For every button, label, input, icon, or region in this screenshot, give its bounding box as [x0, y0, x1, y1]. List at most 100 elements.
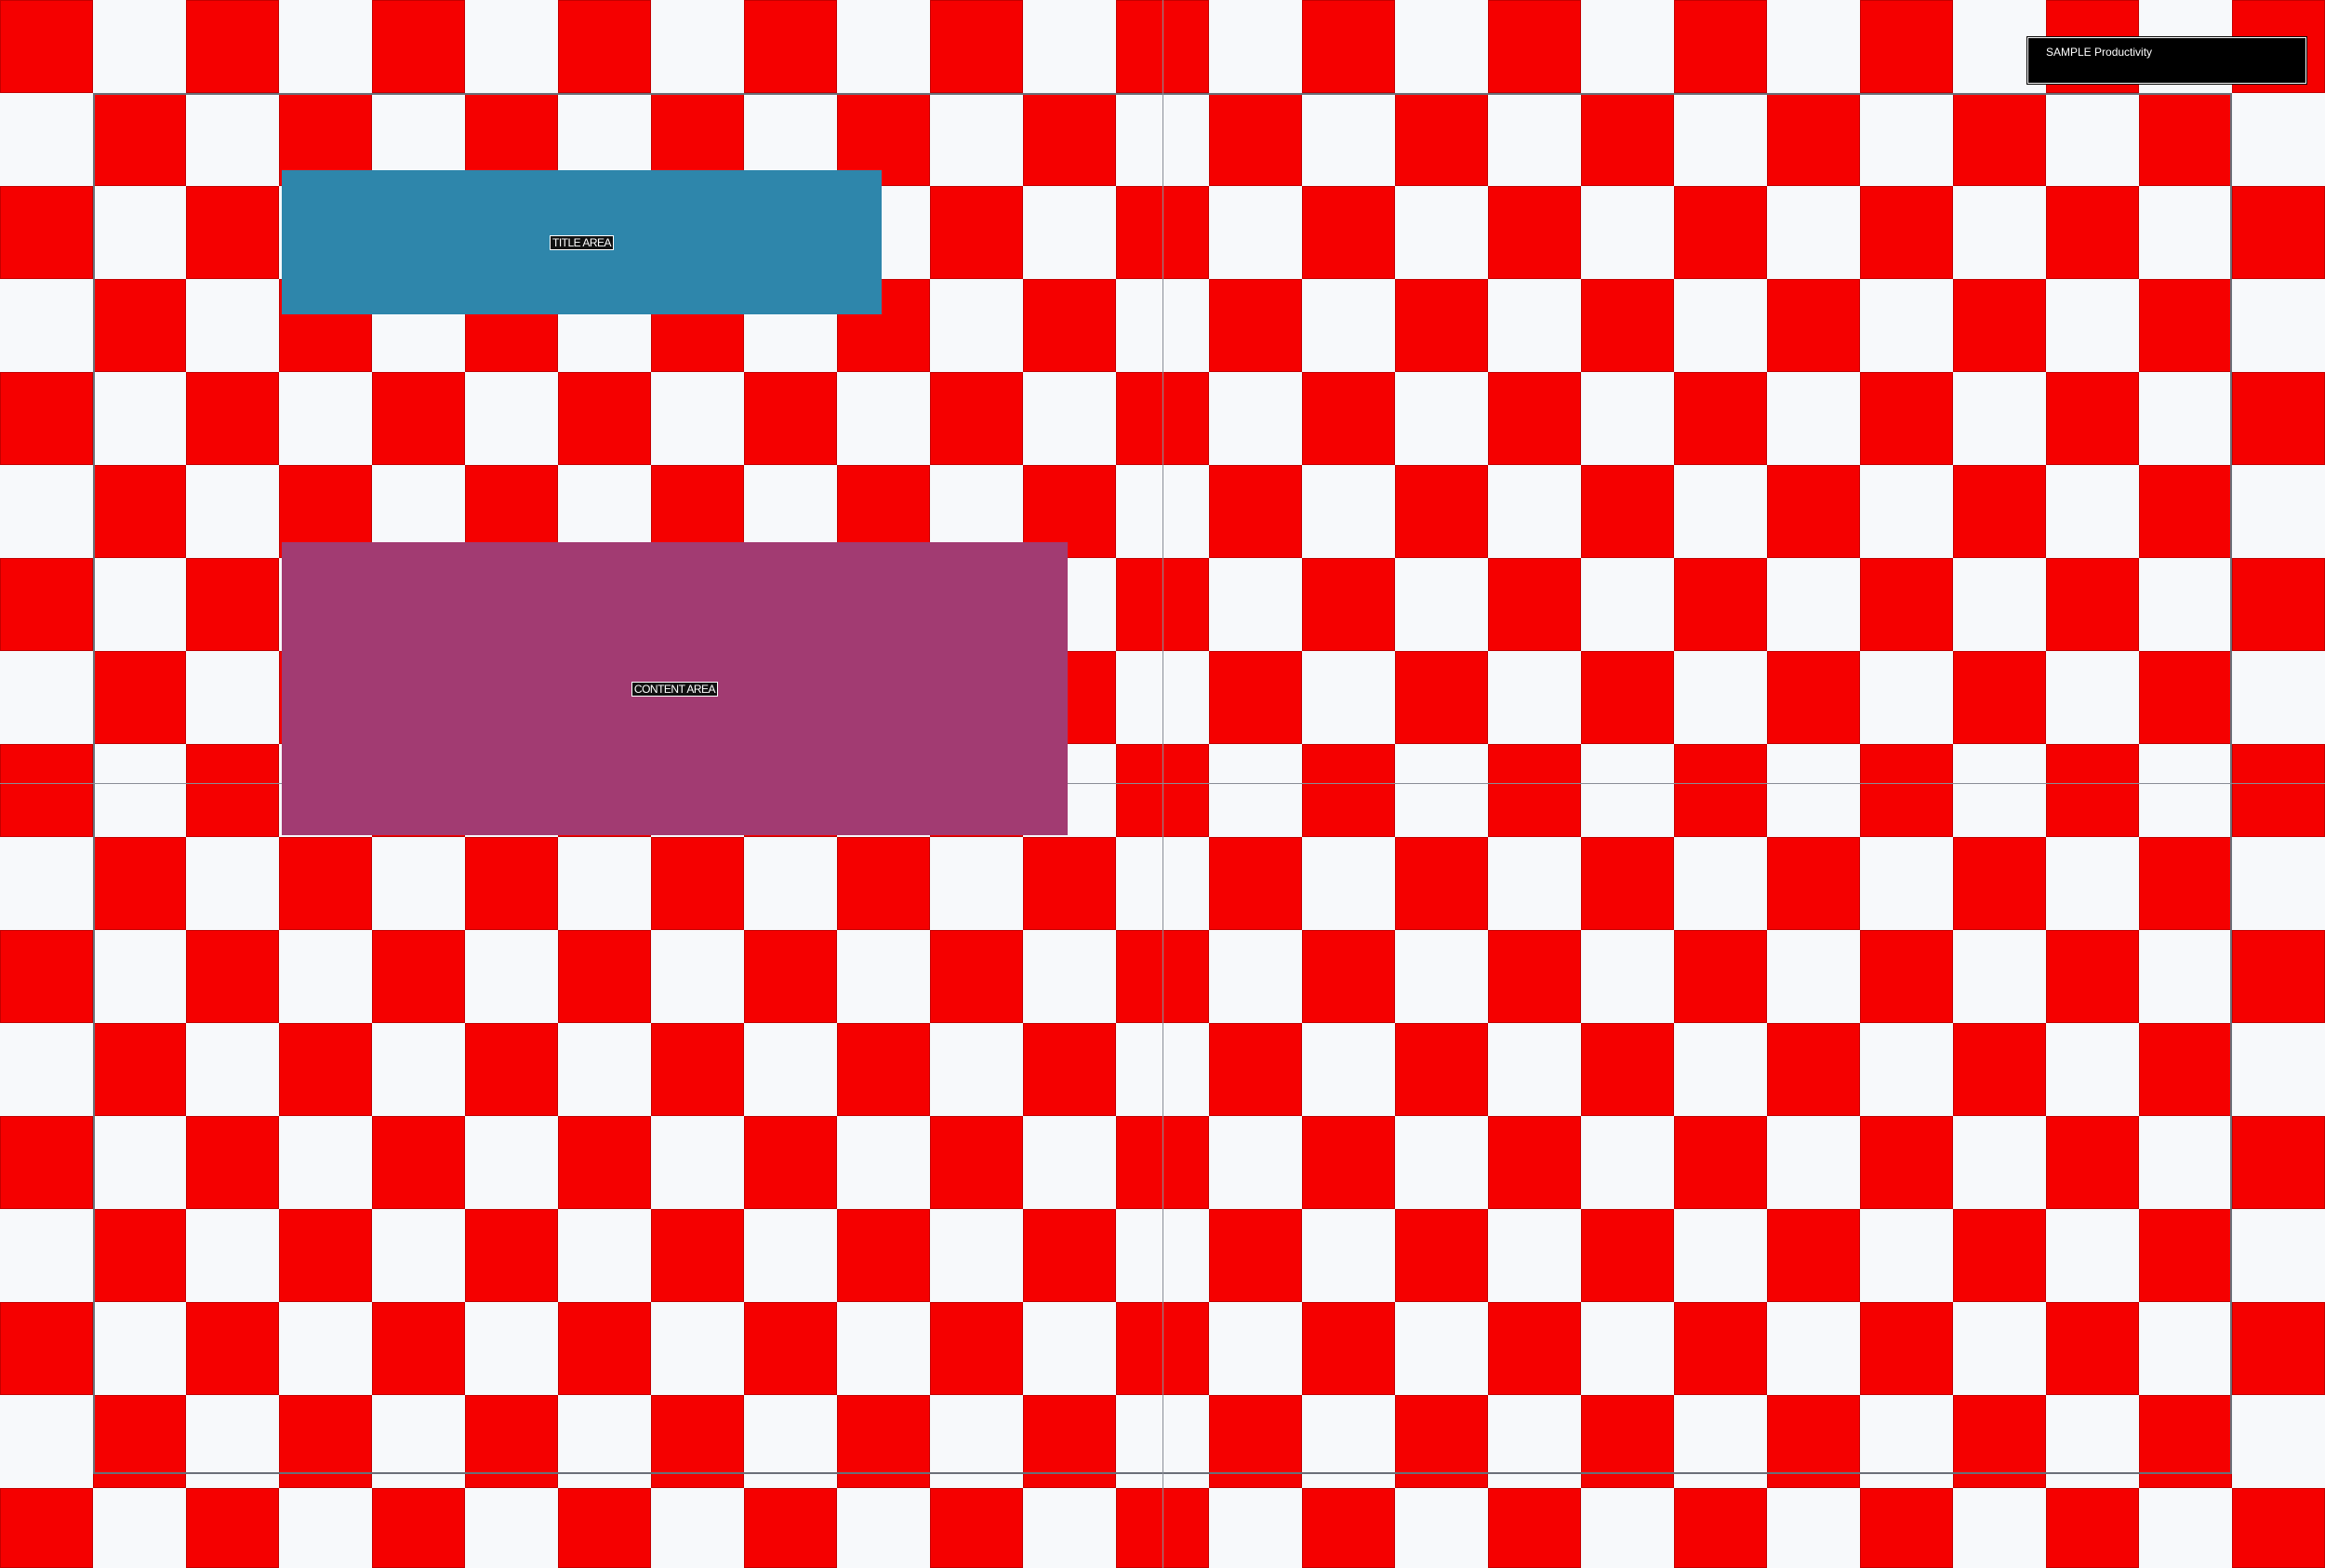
red-square — [1209, 651, 1302, 744]
red-square — [1674, 558, 1767, 651]
red-square — [1860, 744, 1953, 837]
red-square — [0, 558, 93, 651]
red-square — [2046, 558, 2139, 651]
red-square — [186, 186, 279, 279]
red-square — [1488, 558, 1581, 651]
red-square — [93, 837, 186, 930]
red-square — [1581, 1023, 1674, 1116]
red-square — [0, 930, 93, 1023]
red-square — [372, 1116, 465, 1209]
red-square — [0, 1116, 93, 1209]
red-square — [1302, 1116, 1395, 1209]
red-square — [2046, 186, 2139, 279]
red-square — [2232, 930, 2325, 1023]
red-square — [1488, 0, 1581, 93]
red-square — [372, 372, 465, 465]
red-square — [2046, 1116, 2139, 1209]
red-square — [1674, 1302, 1767, 1395]
red-square — [1674, 1116, 1767, 1209]
red-square — [1209, 837, 1302, 930]
red-square — [930, 0, 1023, 93]
red-square — [2139, 1023, 2232, 1116]
red-square — [558, 1488, 651, 1568]
red-square — [744, 372, 837, 465]
red-square — [651, 837, 744, 930]
red-square — [1395, 1023, 1488, 1116]
red-square — [1860, 372, 1953, 465]
red-square — [1953, 837, 2046, 930]
red-square — [558, 930, 651, 1023]
red-square — [2139, 279, 2232, 372]
red-square — [1488, 744, 1581, 837]
horizontal-center-guide — [0, 783, 2325, 784]
red-square — [1023, 1023, 1116, 1116]
red-square — [1302, 744, 1395, 837]
red-square — [186, 558, 279, 651]
red-square — [2232, 1302, 2325, 1395]
title-area-label: TITLE AREA — [549, 234, 615, 250]
content-area-label: CONTENT AREA — [631, 681, 719, 697]
red-square — [2046, 1488, 2139, 1568]
red-square — [186, 1488, 279, 1568]
red-square — [0, 1488, 93, 1568]
red-square — [744, 1488, 837, 1568]
red-square — [558, 0, 651, 93]
red-square — [0, 0, 93, 93]
red-square — [2139, 93, 2232, 186]
red-square — [1395, 93, 1488, 186]
red-square — [1767, 837, 1860, 930]
red-square — [930, 1116, 1023, 1209]
red-square — [1767, 1023, 1860, 1116]
red-square — [1302, 372, 1395, 465]
red-square — [2046, 930, 2139, 1023]
red-square — [186, 0, 279, 93]
red-square — [186, 372, 279, 465]
red-square — [837, 837, 930, 930]
red-square — [1674, 930, 1767, 1023]
red-square — [1581, 465, 1674, 558]
red-square — [1302, 1488, 1395, 1568]
red-square — [2139, 651, 2232, 744]
red-square — [1767, 465, 1860, 558]
red-square — [2139, 465, 2232, 558]
red-square — [186, 744, 279, 837]
red-square — [1395, 651, 1488, 744]
red-square — [93, 651, 186, 744]
red-square — [1674, 0, 1767, 93]
red-square — [2046, 1302, 2139, 1395]
red-square — [1488, 186, 1581, 279]
red-square — [1674, 1488, 1767, 1568]
red-square — [186, 930, 279, 1023]
red-square — [93, 93, 186, 186]
sample-badge: SAMPLE Productivity — [2026, 36, 2307, 85]
red-square — [1395, 837, 1488, 930]
red-square — [2232, 1116, 2325, 1209]
sample-badge-text: SAMPLE Productivity — [2046, 46, 2153, 59]
red-square — [1860, 0, 1953, 93]
red-square — [1023, 1209, 1116, 1302]
red-square — [837, 1209, 930, 1302]
red-square — [1209, 465, 1302, 558]
red-square — [1302, 0, 1395, 93]
red-square — [372, 0, 465, 93]
red-square — [1209, 93, 1302, 186]
red-square — [279, 1209, 372, 1302]
red-square — [93, 279, 186, 372]
red-square — [744, 930, 837, 1023]
red-square — [1581, 279, 1674, 372]
vertical-center-guide — [1162, 0, 1163, 1568]
red-square — [1581, 651, 1674, 744]
red-square — [651, 1209, 744, 1302]
red-square — [930, 1488, 1023, 1568]
red-square — [1581, 93, 1674, 186]
red-square — [1023, 279, 1116, 372]
red-square — [2232, 1488, 2325, 1568]
red-square — [1488, 1302, 1581, 1395]
red-square — [2232, 744, 2325, 837]
red-square — [558, 1302, 651, 1395]
red-square — [1209, 1023, 1302, 1116]
red-square — [1767, 651, 1860, 744]
red-square — [1023, 93, 1116, 186]
red-square — [1488, 930, 1581, 1023]
red-square — [279, 837, 372, 930]
